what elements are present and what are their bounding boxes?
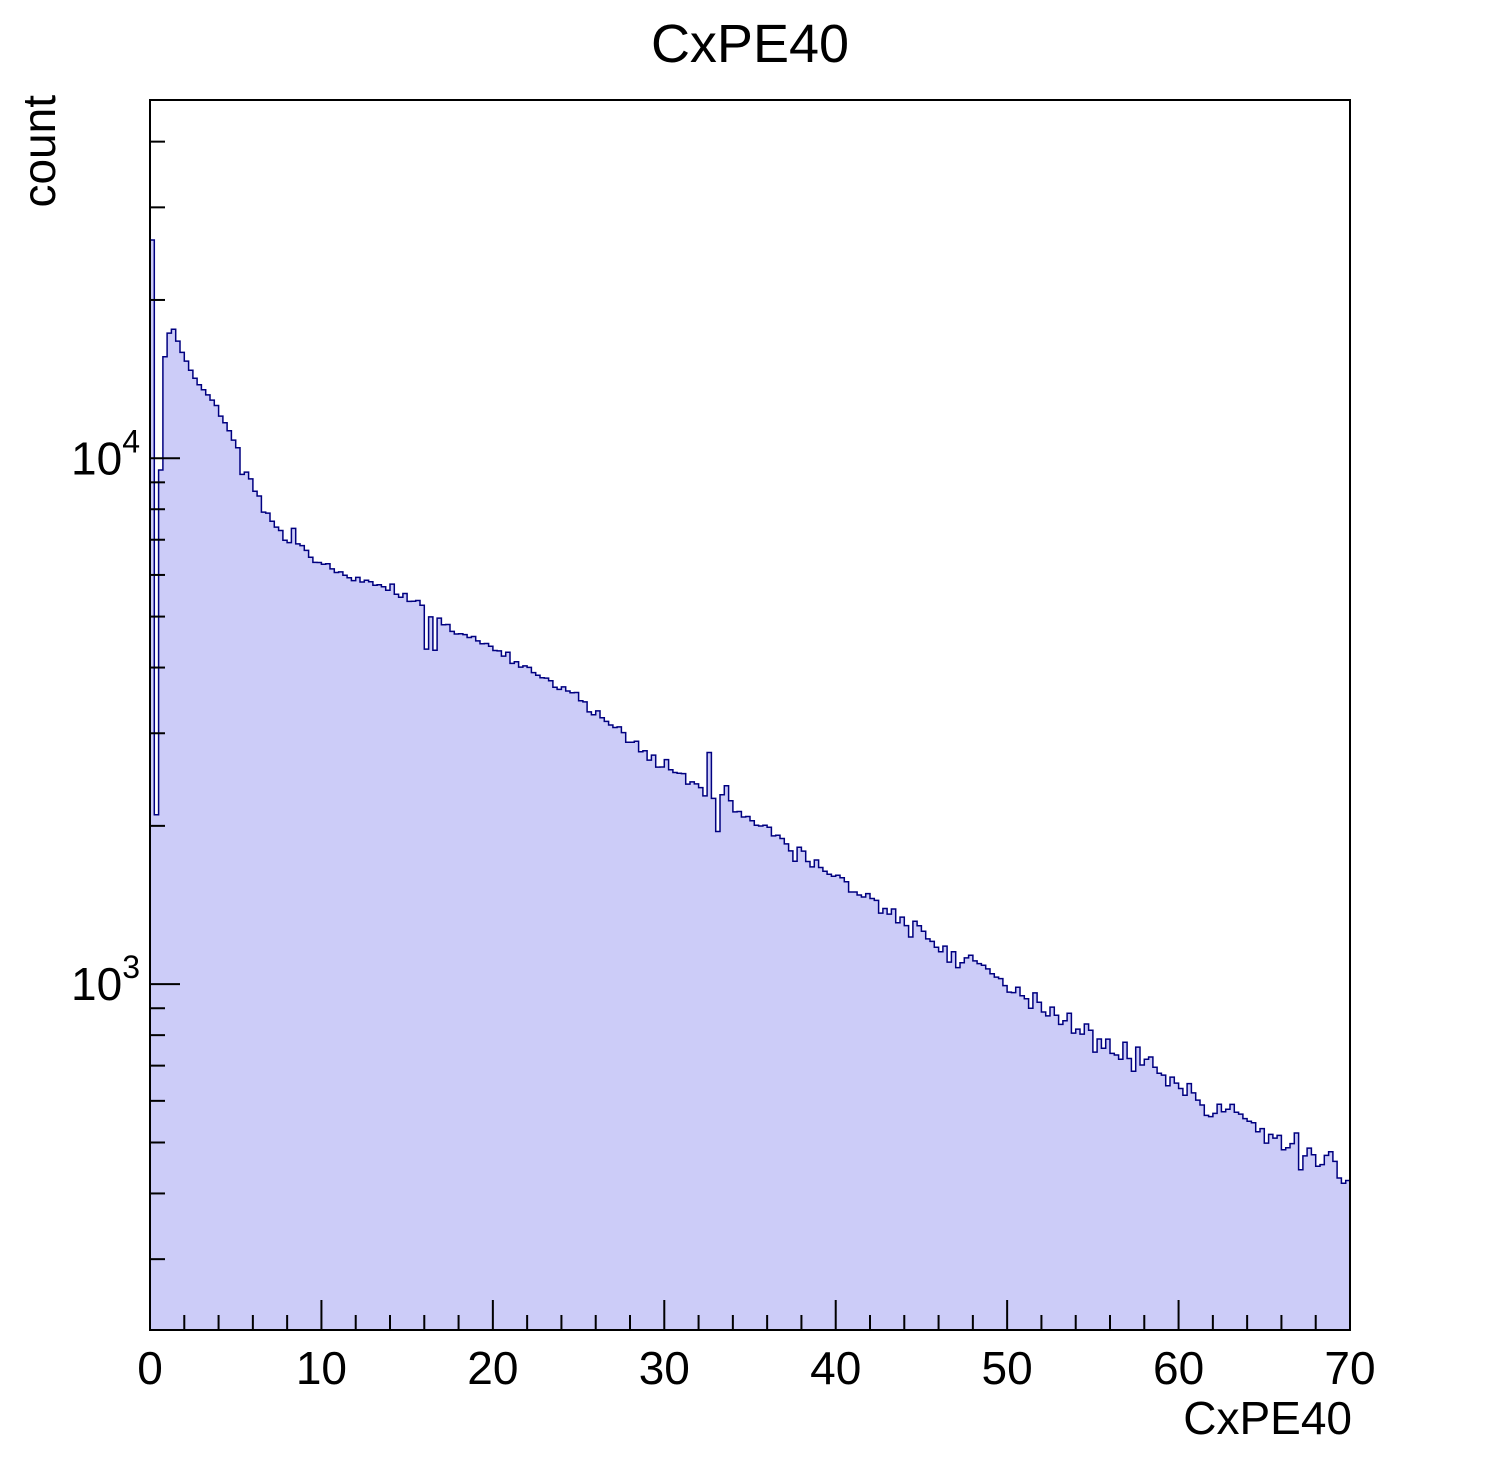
y-axis-labels: 103 104 [71,423,140,1010]
histogram-series [149,239,1351,1331]
y-axis-title: count [13,95,65,208]
x-tick-label: 40 [810,1342,861,1394]
y-tick-label: 104 [71,423,140,484]
histogram-area [149,239,1351,1331]
y-axis-ticks [150,140,180,1261]
x-tick-label: 70 [1324,1342,1375,1394]
x-tick-label: 0 [137,1342,163,1394]
x-tick-label: 30 [639,1342,690,1394]
chart-title: CxPE40 [651,14,849,74]
plot-frame [149,99,1351,1331]
x-tick-label: 20 [467,1342,518,1394]
x-tick-label: 50 [982,1342,1033,1394]
x-axis-ticks [149,1300,1351,1330]
x-axis-labels: 0 10 20 30 40 50 60 70 [137,1342,1375,1394]
x-tick-label: 10 [296,1342,347,1394]
y-tick-label: 103 [71,949,140,1010]
x-axis-title: CxPE40 [1183,1392,1352,1444]
x-tick-label: 60 [1153,1342,1204,1394]
